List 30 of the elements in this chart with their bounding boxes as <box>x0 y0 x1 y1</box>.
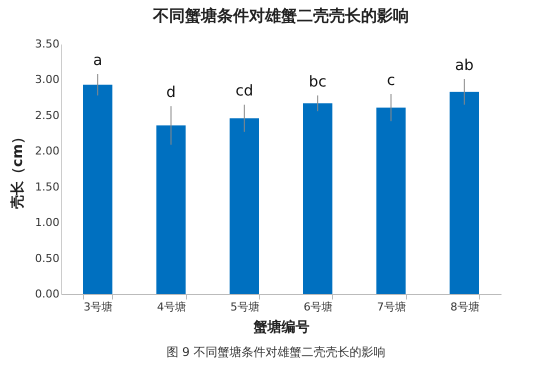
y-tick-label: 0.50 <box>35 252 60 265</box>
bar <box>83 84 112 294</box>
annotation: a <box>93 51 102 69</box>
y-tick-label: 0.00 <box>35 288 60 300</box>
x-tick-label: 3号塘 <box>84 300 113 314</box>
x-axis-title: 蟹塘编号 <box>252 318 310 336</box>
y-axis-title: 壳长（cm） <box>10 130 26 209</box>
annotation: bc <box>308 72 327 90</box>
y-tick-label: 2.50 <box>35 108 60 122</box>
y-tick-label: 1.00 <box>35 216 60 230</box>
y-tick-label: 1.50 <box>35 180 60 194</box>
x-tick-label: 8号塘 <box>450 300 480 314</box>
x-tick-label: 4号塘 <box>157 300 186 314</box>
y-tick-label: 3.00 <box>35 73 60 86</box>
bar <box>156 125 186 294</box>
annotation: ab <box>454 56 474 74</box>
bar <box>376 108 406 294</box>
chart-title: 不同蟹塘条件对雄蟹二壳壳长的影响 <box>152 6 409 25</box>
x-tick-label: 5号塘 <box>230 300 260 314</box>
annotation: d <box>166 83 176 102</box>
caption: 图 9 不同蟹塘条件对雄蟹二壳壳长的影响 <box>165 344 387 361</box>
y-tick-label: 2.00 <box>35 144 60 158</box>
x-tick-label: 7号塘 <box>377 300 406 314</box>
bar <box>450 92 479 294</box>
bar <box>230 118 259 294</box>
bar <box>303 103 332 294</box>
annotation: c <box>386 71 396 89</box>
annotation: cd <box>235 82 254 100</box>
y-tick-label: 3.50 <box>35 38 60 50</box>
x-tick-label: 6号塘 <box>304 300 333 314</box>
